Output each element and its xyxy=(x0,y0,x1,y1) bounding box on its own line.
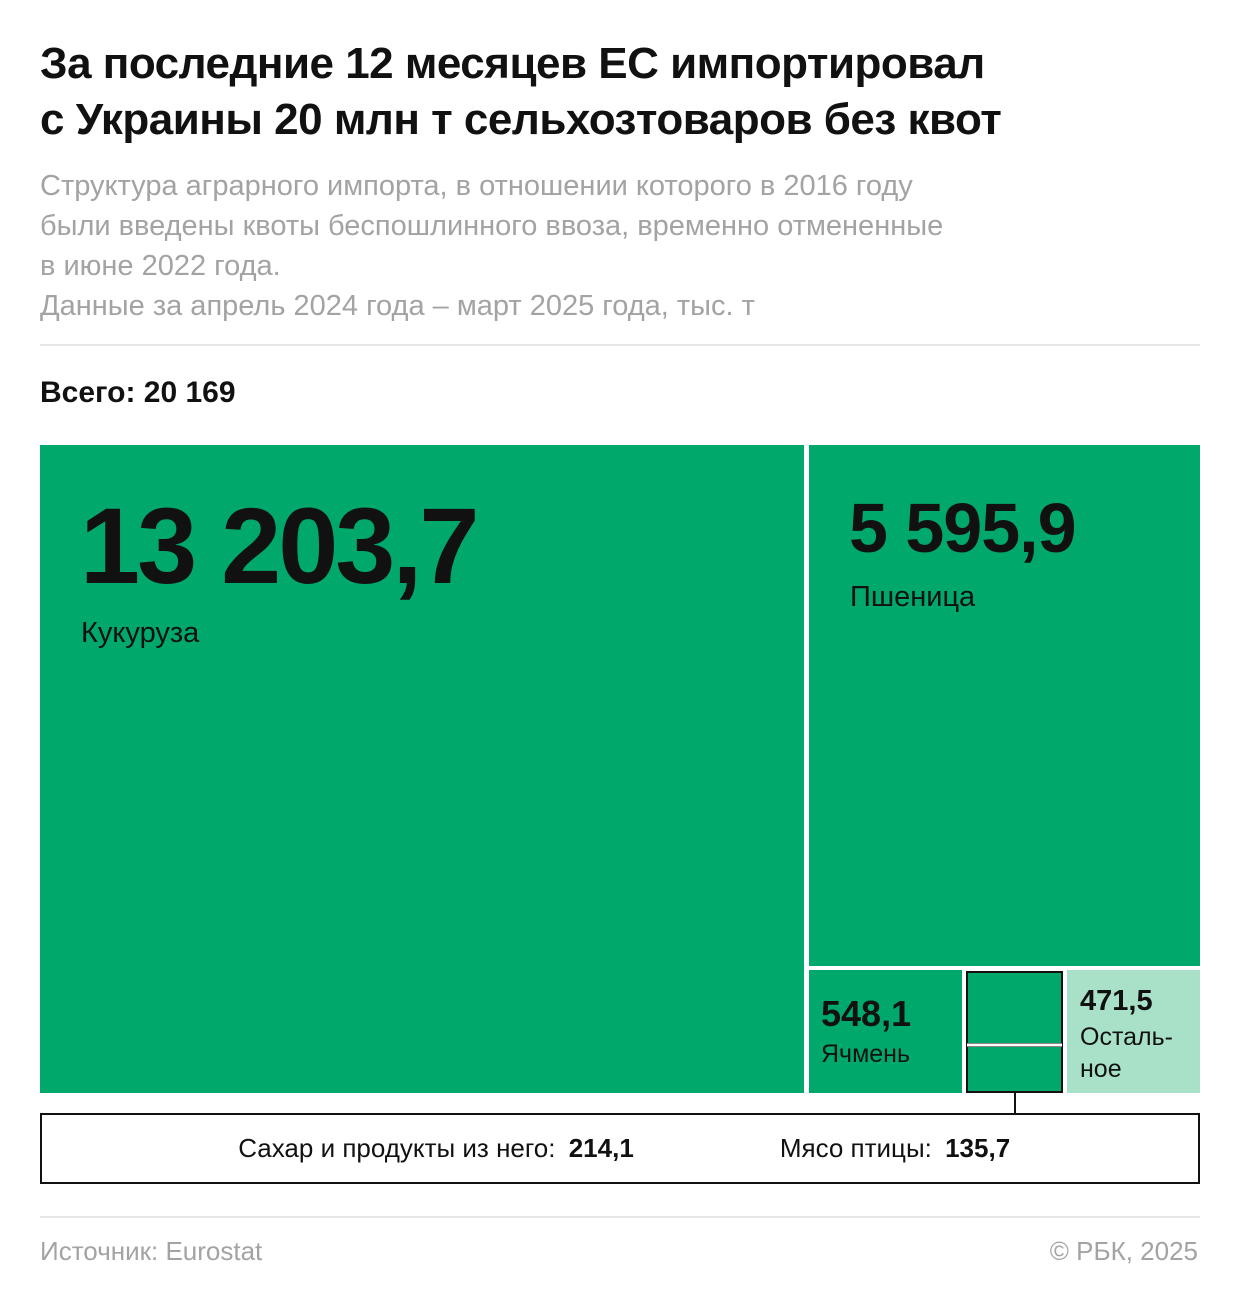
subtitle-line-4: Данные за апрель 2024 года – март 2025 г… xyxy=(40,290,755,322)
treemap-cell-sugar xyxy=(966,971,1063,1045)
treemap-cell-other xyxy=(1067,970,1200,1093)
treemap-cell-corn xyxy=(40,445,804,1093)
barley-value: 548,1 xyxy=(821,993,911,1034)
treemap-cell-barley xyxy=(809,970,962,1093)
wheat-value: 5 595,9 xyxy=(849,489,1076,567)
legend-sugar-label: Сахар и продукты из него: xyxy=(238,1133,555,1163)
title-line-2: с Украины 20 млн т сельхозтоваров без кв… xyxy=(40,95,1002,144)
small-items-legend-box xyxy=(40,1113,1200,1184)
treemap-cell-wheat xyxy=(809,445,1200,966)
bottom-divider xyxy=(40,1216,1200,1218)
title-line-1: За последние 12 месяцев ЕС импортировал xyxy=(40,39,985,88)
top-divider xyxy=(40,344,1200,346)
legend-poultry-label: Мясо птицы: xyxy=(780,1133,932,1163)
chart-subtitle: Структура аграрного импорта, в отношении… xyxy=(40,166,1140,326)
corn-label: Кукуруза xyxy=(81,617,200,649)
copyright-text: © РБК, 2025 xyxy=(1049,1236,1198,1266)
total-label: Всего: 20 169 xyxy=(40,376,236,409)
subtitle-line-1: Структура аграрного импорта, в отношении… xyxy=(40,170,913,202)
legend-poultry: Мясо птицы: 135,7 xyxy=(780,1133,1010,1163)
legend-poultry-value: 135,7 xyxy=(945,1133,1010,1163)
wheat-label: Пшеница xyxy=(850,581,976,613)
legend-sugar-value: 214,1 xyxy=(569,1133,634,1163)
treemap-cell-poultry xyxy=(966,1045,1063,1093)
other-label-line-1: Осталь- xyxy=(1080,1023,1173,1051)
legend-sugar: Сахар и продукты из него: 214,1 xyxy=(238,1133,634,1163)
subtitle-line-3: в июне 2022 года. xyxy=(40,250,281,282)
other-label-line-2: ное xyxy=(1080,1055,1122,1083)
corn-value: 13 203,7 xyxy=(80,485,476,606)
barley-label: Ячмень xyxy=(821,1040,910,1068)
chart-title: За последние 12 месяцев ЕС импортировал … xyxy=(40,36,1200,148)
source-text: Источник: Eurostat xyxy=(40,1236,263,1266)
other-value: 471,5 xyxy=(1080,985,1153,1017)
subtitle-line-2: были введены квоты беспошлинного ввоза, … xyxy=(40,210,944,242)
